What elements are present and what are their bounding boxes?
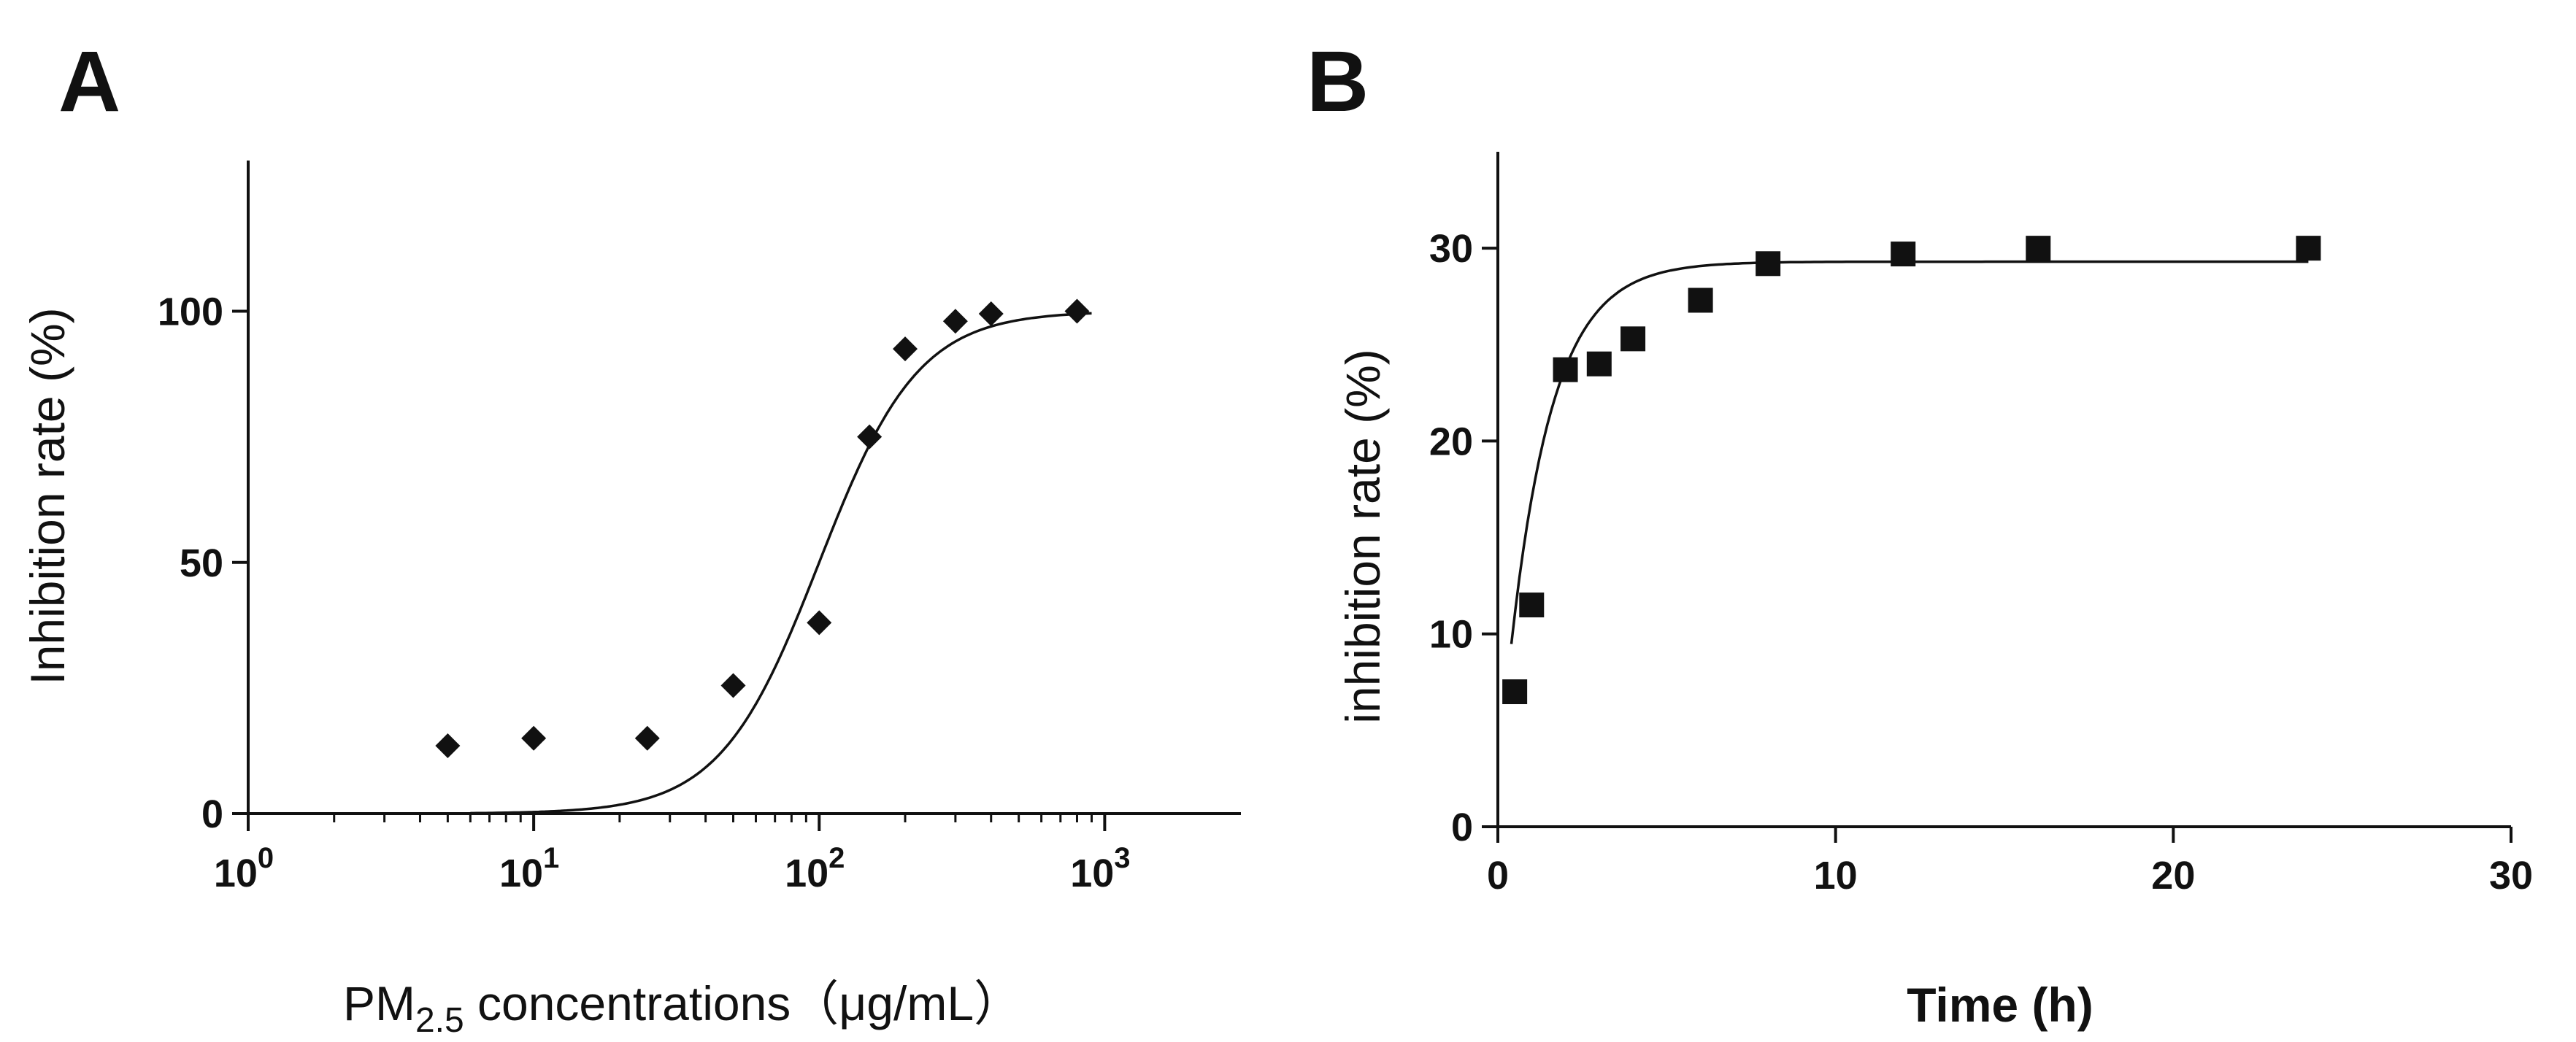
panel-b-data-point	[2026, 236, 2051, 261]
panel-a-x-tick-label: 100	[214, 842, 274, 895]
panel-b-x-tick-label: 30	[2489, 854, 2533, 898]
panel-a-x-axis-title-prefix: PM	[343, 976, 415, 1030]
panel-b-data-point	[1586, 351, 1612, 377]
panel-a-data-point	[807, 610, 832, 636]
panel-a-data-point	[435, 733, 461, 759]
panel-b-data-point	[2296, 236, 2321, 261]
panel-b-label: B	[1307, 34, 1369, 130]
panel-b-y-axis-title: inhibition rate (%)	[1336, 349, 1390, 724]
panel-b-data-point	[1502, 679, 1528, 704]
panel-b-x-tick-label: 20	[2151, 854, 2195, 898]
panel-a-y-tick-label: 100	[158, 290, 223, 334]
panel-b-x-axis-title: Time (h)	[1907, 978, 2093, 1032]
panel-b-y-tick-label: 30	[1429, 227, 1473, 271]
panel-a-x-axis-title-suffix: concentrations（μg/mL）	[464, 976, 1022, 1030]
panel-a-data-point	[857, 424, 883, 449]
panel-a-x-axis-title-subscript: 2.5	[415, 1001, 464, 1040]
panel-b-y-tick-label: 0	[1451, 806, 1473, 849]
panel-a-y-tick-label: 50	[180, 541, 223, 585]
panel-a-x-tick-label: 102	[785, 842, 845, 895]
panel-a-data-point	[720, 673, 746, 698]
panel-a-x-tick-label: 101	[499, 842, 559, 895]
panel-b-y-tick-label: 20	[1429, 420, 1473, 463]
panel-b-x-tick-label: 10	[1814, 854, 1858, 898]
panel-b-fit-curve	[1510, 260, 2309, 644]
panel-a-data-point	[942, 309, 968, 334]
panel-b-data-point	[1620, 326, 1646, 352]
panel-a-data-point	[1064, 298, 1090, 324]
panel-b-data-point	[1756, 251, 1781, 277]
panel-b-data-point	[1553, 357, 1578, 382]
panel-a-label: A	[58, 34, 120, 130]
panel-a-fit-curve	[470, 312, 1092, 815]
panel-a-x-tick-label: 103	[1070, 842, 1130, 895]
panel-a-y-axis-title: Inhibition rate (%)	[20, 307, 74, 684]
panel-a-data-point	[634, 725, 660, 751]
panel-b-data-point	[1519, 593, 1545, 618]
panel-b-y-tick-label: 10	[1429, 613, 1473, 657]
panel-b-x-tick-label: 0	[1487, 854, 1509, 898]
panel-b-data-point	[1891, 242, 1916, 267]
panel-a-data-point	[892, 336, 918, 362]
panel-a-x-axis-title: PM2.5 concentrations（μg/mL）	[343, 976, 1022, 1040]
panel-a-chart: A 0 50 100 100 101 102 103 Inhibition rate (%)…	[20, 34, 1241, 1040]
panel-a-data-point	[978, 301, 1004, 326]
panel-b-chart: B 0 10 20 30 0 10 20 30 inhibition rate (%) Tim…	[1307, 34, 2533, 1032]
panel-a-y-tick-label: 0	[201, 792, 223, 836]
panel-a-data-point	[521, 725, 547, 751]
panel-b-data-point	[1688, 287, 1713, 313]
